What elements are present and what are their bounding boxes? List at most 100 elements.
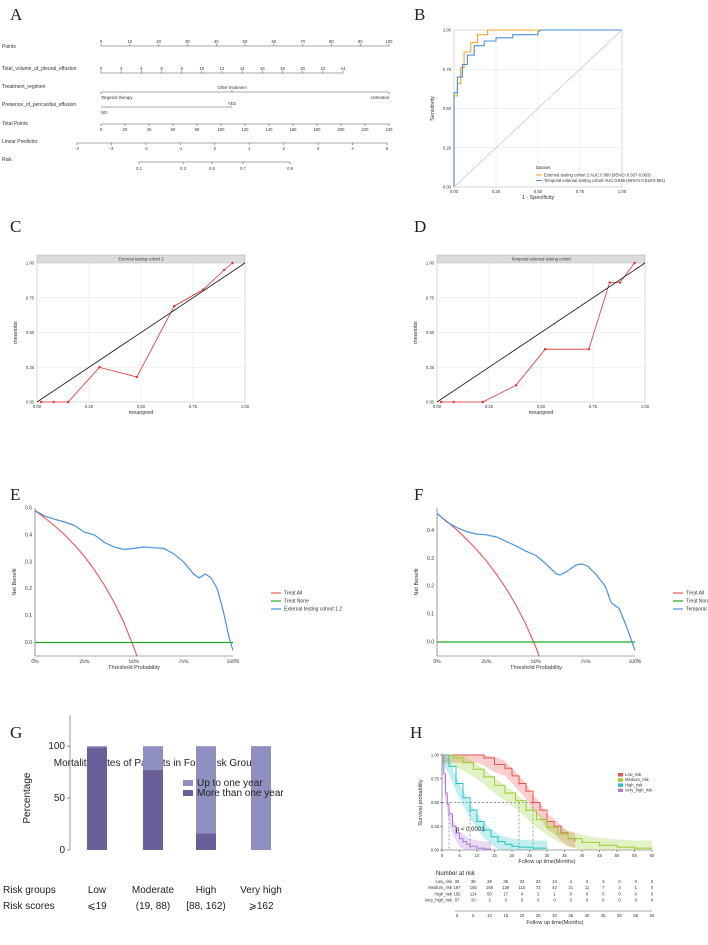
km-survival-panel: 0.000.250.500.751.000 5 10 15 20 25 30 35 40 45 50…	[418, 753, 655, 927]
risk-table-x-label: Follow up time(Months)	[526, 920, 583, 926]
risk-table-cell: 4	[570, 879, 573, 884]
nomogram-tick-label: 180	[314, 127, 322, 132]
x-axis-label: Threshold Probability	[108, 665, 160, 671]
risk-table-cell: 38	[455, 879, 460, 884]
facet-strip-label: Temporal external testing cohort	[511, 257, 571, 262]
risk-score-label: [88, 162)	[186, 901, 225, 912]
panel-letter-g: G	[10, 723, 22, 742]
risk-table-group-label: Medium_risk	[428, 885, 453, 890]
category-label: Moderate	[132, 885, 175, 896]
legend-swatch	[183, 790, 193, 796]
y-axis-label: Net Benefit	[12, 568, 18, 596]
risk-table-x-tick: 0	[456, 913, 459, 918]
calibration-panel-d: Temporal external testing cohort 0.00 0.25…	[413, 254, 650, 416]
dca-panel-f: 0% 25% 50% 75% 100% 0.0 0.1 0.2 0.3 0.4 Threshold …	[414, 508, 708, 671]
legend-label: Very_high_risk	[625, 788, 653, 793]
risk-table-cell: 21	[568, 885, 573, 890]
nomogram-tick-label: 80	[195, 127, 200, 132]
risk-table-cell: 50	[487, 891, 492, 896]
data-point	[481, 400, 484, 404]
y-tick-label: 100	[48, 741, 65, 752]
nomogram-tick-label: 0	[100, 66, 103, 71]
x-tick-label: 1.00	[241, 404, 250, 409]
risk-table-group-label: High_risk	[435, 891, 453, 896]
x-axis-label: Follow up time(Months)	[518, 859, 575, 865]
nomogram-tick-label: 70	[300, 39, 305, 44]
x-tick-label: 0.75	[589, 404, 598, 409]
nomogram-tick-label: -1	[178, 146, 182, 151]
y-tick-label: 1.00	[26, 261, 35, 266]
nomogram-tick-label: 0	[100, 127, 103, 132]
y-tick-label: 0.5	[25, 506, 32, 512]
y-tick-label: 0.25	[443, 145, 452, 150]
nomogram-tick-label: 0	[214, 146, 217, 151]
nomogram-tick-label: 0.7	[240, 166, 246, 171]
y-tick-label: 0.00	[443, 185, 452, 190]
row-label-risk-scores: Risk scores	[3, 901, 55, 912]
risk-table-group-label: Very_high_risk	[425, 898, 453, 903]
x-tick-label: 0%	[31, 659, 39, 665]
data-point	[52, 400, 55, 404]
risk-table-cell: 0	[651, 885, 654, 890]
risk-table-group-label: Low_risk	[435, 879, 452, 884]
p-value-label: p < 0.0001	[456, 827, 485, 833]
x-tick-label: 50%	[129, 659, 140, 665]
x-tick-label: 0.00	[33, 404, 42, 409]
risk-table-cell: 0	[635, 891, 638, 896]
category-label: Low	[88, 885, 107, 896]
legend-swatch	[618, 783, 623, 787]
nomogram-tick-label: 20	[300, 66, 305, 71]
ci-band-2	[442, 755, 547, 850]
data-point	[173, 304, 176, 308]
y-axis-label: Percentage	[22, 772, 33, 824]
bar-more-than-one-year	[196, 833, 216, 850]
legend-swatch	[618, 778, 623, 782]
y-tick-label: 0.00	[431, 848, 440, 853]
data-point	[633, 261, 636, 265]
nomogram-tick-label: 50	[243, 39, 248, 44]
nomogram-tick-label: 14	[240, 66, 245, 71]
nomogram-row-label: Presence_of_pericardial_effusion	[2, 102, 76, 108]
nomogram-tick-label: 0.5	[209, 166, 215, 171]
risk-table-cell: 0	[618, 879, 621, 884]
nomogram-row-label: Treatment_regimen	[2, 84, 46, 90]
x-tick-label: 0.00	[433, 404, 442, 409]
risk-table-cell: 0	[618, 898, 621, 903]
x-tick-label: 0.75	[576, 189, 585, 194]
risk-table-x-tick: 40	[585, 913, 590, 918]
nomogram-tick-label: 10	[199, 66, 204, 71]
x-tick-label: 0.25	[485, 404, 494, 409]
series-line-2	[436, 513, 636, 651]
panel-letter-h: H	[410, 723, 422, 742]
x-tick-label: 0.75	[189, 404, 198, 409]
x-tick-label: 35	[562, 853, 567, 858]
risk-table-cell: 0	[586, 898, 589, 903]
x-tick-label: 25	[527, 853, 532, 858]
risk-table-x-tick: 25	[536, 913, 541, 918]
nomogram-tick-label: 40	[147, 127, 152, 132]
nomogram-tick-label: 100	[386, 39, 394, 44]
legend-label: External testing cohort 2 AUC:0.960 (95%…	[544, 172, 651, 177]
x-tick-label: 45	[597, 853, 602, 858]
nomogram-tick-label: NO	[101, 110, 108, 115]
nomogram-tick-label: 200	[338, 127, 346, 132]
risk-table-x-tick: 45	[601, 913, 606, 918]
risk-table-cell: 0	[570, 898, 573, 903]
nomogram-tick-label: 10	[127, 39, 132, 44]
clip-mask	[437, 656, 635, 660]
nomogram-tick-label: 20	[123, 127, 128, 132]
y-axis-label: Survival probability	[418, 779, 424, 825]
category-label: Very high	[240, 885, 282, 896]
y-tick-label: 0.50	[431, 800, 440, 805]
nomogram-tick-label: 22	[320, 66, 325, 71]
risk-table-cell: 114	[470, 891, 477, 896]
x-tick-label: 0.50	[537, 404, 546, 409]
x-tick-label: 10	[475, 853, 480, 858]
risk-table-cell: 0	[602, 891, 605, 896]
legend-swatch	[618, 788, 623, 793]
x-tick-label: 0	[441, 853, 444, 858]
nomogram-row-label: Total_volume_of_pleural_effusion	[2, 66, 77, 72]
nomogram-tick-label: 80	[329, 39, 334, 44]
legend-swatch	[618, 773, 623, 777]
calibration-panel-c: External testing cohort 2 0.00 0.25 0.50 0.7…	[13, 254, 250, 416]
